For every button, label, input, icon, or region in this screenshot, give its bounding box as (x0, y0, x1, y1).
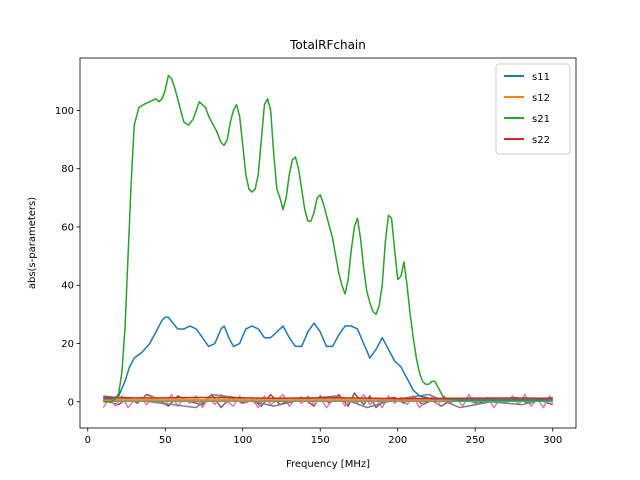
y-axis: 0 20 40 60 80 100 (55, 106, 80, 408)
x-axis: 0 50 100 150 200 250 300 (85, 428, 562, 446)
series-line-s11 (103, 316, 553, 401)
chart-title: TotalRFchain (289, 38, 366, 52)
series-layer (102, 74, 554, 409)
y-tick-label: 40 (61, 281, 74, 292)
legend: s11 s12 s21 s22 (495, 63, 571, 155)
x-tick-label: 50 (159, 435, 172, 446)
y-tick-label: 80 (61, 164, 74, 175)
y-tick-label: 0 (68, 397, 74, 408)
x-tick-label: 300 (543, 435, 562, 446)
x-axis-label: Frequency [MHz] (286, 459, 370, 470)
x-tick-label: 150 (311, 435, 330, 446)
legend-label-s22: s22 (532, 135, 550, 146)
x-tick-label: 200 (388, 435, 407, 446)
plot-frame (79, 57, 577, 429)
legend-box (495, 63, 571, 155)
y-tick-label: 100 (55, 106, 74, 117)
x-tick-label: 0 (85, 435, 91, 446)
legend-label-s21: s21 (532, 114, 550, 125)
legend-label-s12: s12 (532, 93, 550, 104)
legend-label-s11: s11 (532, 72, 550, 83)
y-tick-label: 60 (61, 222, 74, 233)
x-tick-label: 100 (233, 435, 252, 446)
x-tick-label: 250 (466, 435, 485, 446)
y-tick-label: 20 (61, 339, 74, 350)
series-line-s22 (103, 396, 553, 400)
y-axis-label: abs(s-parameters) (27, 197, 38, 289)
series-line-s21 (103, 74, 553, 403)
